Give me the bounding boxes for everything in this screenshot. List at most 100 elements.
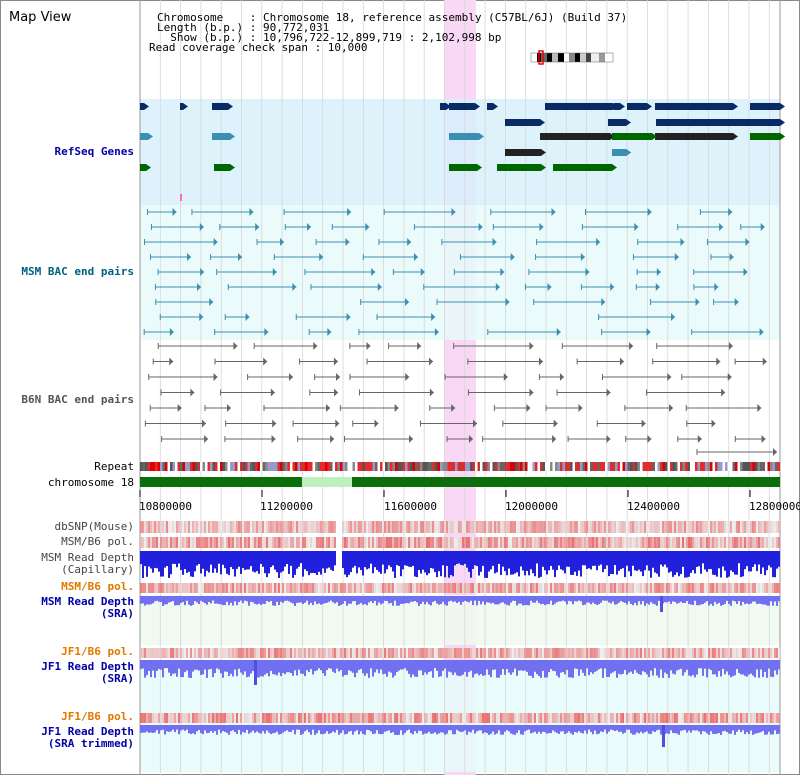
jf1-sra-depth-bar <box>488 660 490 675</box>
snp-polymorphism-cell <box>568 583 570 593</box>
snp-polymorphism-cell <box>712 583 714 593</box>
snp-polymorphism-cell <box>732 537 734 548</box>
snp-polymorphism-cell <box>728 537 730 548</box>
dbsnp-density-cell <box>734 521 736 533</box>
snp-polymorphism-cell <box>580 537 582 548</box>
jf1-trimmed-depth-bar <box>186 725 188 730</box>
chromosome-info: Chromosome : Chromosome 18, reference as… <box>157 11 628 24</box>
msm-capillary-depth-bar <box>680 551 682 575</box>
repeat-element <box>670 462 673 471</box>
snp-polymorphism-cell <box>696 713 698 723</box>
repeat-element <box>550 462 553 471</box>
jf1-sra-depth-bar <box>636 660 638 673</box>
jf1-sra-depth-bar <box>586 660 588 669</box>
msm-sra-depth-bar <box>224 596 226 605</box>
repeat-element <box>525 462 528 471</box>
snp-polymorphism-cell <box>758 713 760 723</box>
msm-sra-depth-bar <box>630 596 632 605</box>
repeat-element <box>577 462 580 471</box>
track-label-msm-b6-pol[interactable]: MSM/B6 pol. <box>61 535 134 548</box>
msm-bac-end-pair <box>551 208 556 216</box>
snp-polymorphism-cell <box>764 648 766 658</box>
jf1-trimmed-depth-bar <box>210 725 212 731</box>
snp-polymorphism-cell <box>316 648 318 658</box>
track-label-jf1-read-depth-trimmed[interactable]: JF1 Read Depth <box>41 725 134 738</box>
msm-capillary-depth-bar <box>572 551 574 575</box>
snp-polymorphism-cell <box>358 583 360 593</box>
snp-polymorphism-cell <box>422 648 424 658</box>
snp-polymorphism-cell <box>218 713 220 723</box>
snp-polymorphism-cell <box>578 583 580 593</box>
snp-polymorphism-cell <box>552 648 554 658</box>
jf1-trimmed-depth-bar <box>170 725 172 732</box>
track-label-msm-b6-pol-sra[interactable]: MSM/B6 pol. <box>61 580 134 593</box>
snp-polymorphism-cell <box>156 583 158 593</box>
jf1-trimmed-depth-bar <box>574 725 576 732</box>
snp-polymorphism-cell <box>676 713 678 723</box>
refseq-gene <box>598 164 612 171</box>
snp-polymorphism-cell <box>286 648 288 658</box>
snp-polymorphism-cell <box>324 537 326 548</box>
repeat-element <box>410 462 413 471</box>
msm-sra-depth-bar <box>348 596 350 604</box>
b6n-bac-end-pair <box>606 388 611 397</box>
dbsnp-density-cell <box>442 521 444 533</box>
snp-polymorphism-cell <box>628 713 630 723</box>
snp-polymorphism-cell <box>770 713 772 723</box>
msm-capillary-depth-bar <box>490 551 492 570</box>
msm-sra-depth-bar <box>368 596 370 603</box>
track-label-dbsnp[interactable]: dbSNP(Mouse) <box>54 520 134 533</box>
snp-polymorphism-cell <box>444 583 446 593</box>
axis-tick-label: 12000000 <box>505 500 558 513</box>
jf1-trimmed-depth-bar <box>468 725 470 732</box>
snp-polymorphism-cell <box>458 648 460 658</box>
snp-polymorphism-cell <box>598 713 600 723</box>
track-label-msm-bac[interactable]: MSM BAC end pairs <box>21 265 134 278</box>
dbsnp-density-cell <box>220 521 222 533</box>
jf1-sra-depth-bar <box>716 660 718 677</box>
b6n-bac-end-pair <box>529 388 534 397</box>
track-label-msm-read-depth-sra[interactable]: MSM Read Depth <box>41 595 134 608</box>
jf1-trimmed-depth-bar <box>224 725 226 732</box>
msm-bac-end-pair <box>680 238 685 246</box>
snp-polymorphism-cell <box>638 583 640 593</box>
snp-polymorphism-cell <box>478 583 480 593</box>
b6n-bac-end-pair <box>270 388 275 397</box>
msm-capillary-depth-bar <box>456 551 458 564</box>
snp-polymorphism-cell <box>248 648 250 658</box>
track-label-b6n-bac[interactable]: B6N BAC end pairs <box>21 393 134 406</box>
snp-polymorphism-cell <box>732 648 734 658</box>
jf1-trimmed-depth-bar <box>436 725 438 735</box>
repeat-element <box>357 462 360 471</box>
msm-capillary-depth-bar <box>396 551 398 566</box>
dbsnp-density-cell <box>646 521 648 533</box>
snp-polymorphism-cell <box>422 583 424 593</box>
msm-capillary-depth-bar <box>152 551 154 573</box>
msm-sra-depth-bar <box>284 596 286 601</box>
track-label-refseq-genes[interactable]: RefSeq Genes <box>54 145 134 158</box>
snp-polymorphism-cell <box>192 648 194 658</box>
snp-polymorphism-cell <box>424 713 426 723</box>
track-label-jf1-read-depth-sra[interactable]: JF1 Read Depth <box>41 660 134 673</box>
repeat-element <box>697 462 700 471</box>
msm-sra-depth-bar <box>350 596 352 604</box>
b6n-bac-end-pair <box>526 404 531 412</box>
refseq-gene-arrow <box>612 164 617 171</box>
snp-polymorphism-cell <box>286 583 288 593</box>
repeat-element <box>660 462 663 471</box>
snp-polymorphism-cell <box>370 583 372 593</box>
track-label-jf1-b6-pol-trimmed[interactable]: JF1/B6 pol. <box>61 710 134 723</box>
repeat-element <box>197 462 200 471</box>
snp-polymorphism-cell <box>646 648 648 658</box>
snp-polymorphism-cell <box>506 648 508 658</box>
snp-polymorphism-cell <box>144 713 146 723</box>
snp-polymorphism-cell <box>764 537 766 548</box>
snp-polymorphism-cell <box>468 583 470 593</box>
jf1-trimmed-depth-bar <box>228 725 230 735</box>
track-label-msm-read-depth-capillary[interactable]: MSM Read Depth <box>41 551 134 564</box>
track-label-jf1-b6-pol[interactable]: JF1/B6 pol. <box>61 645 134 658</box>
msm-capillary-depth-bar <box>190 551 192 577</box>
snp-polymorphism-cell <box>718 713 720 723</box>
msm-sra-depth-bar <box>588 596 590 603</box>
